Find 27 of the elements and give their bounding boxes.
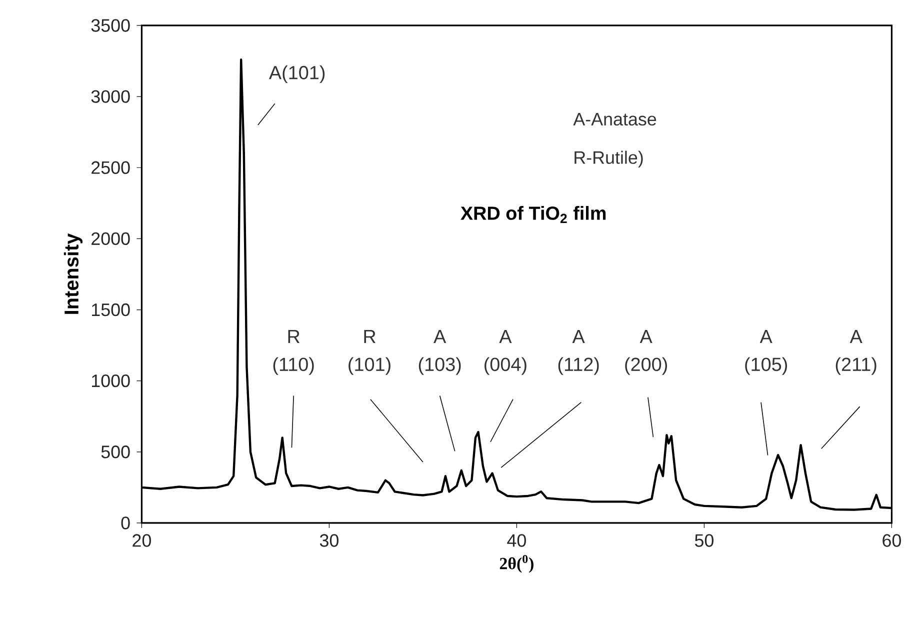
y-tick-label: 0 <box>121 516 130 530</box>
y-tick-label: 500 <box>101 446 130 458</box>
y-tick-label: 3000 <box>91 90 130 103</box>
text: XRD of TiO$_{2}$ film <box>460 206 606 224</box>
y-tick-label: 1500 <box>92 303 130 316</box>
x-tick-label: 40 <box>507 534 526 547</box>
annotation: A (103) <box>418 330 461 375</box>
y-tick-label: 2000 <box>92 232 130 246</box>
annotation: A (200) <box>625 330 667 375</box>
annotation: A (105) <box>745 330 787 375</box>
y-tick-label: 1000 <box>92 374 130 388</box>
annotation: R (101) <box>348 330 390 375</box>
x-tick-label: 60 <box>882 534 901 547</box>
x-tick-label: 50 <box>694 534 714 547</box>
annotation: A(101) <box>268 65 325 84</box>
x-tick-label: 20 <box>132 534 151 547</box>
annotation: R-Rutile) <box>574 150 643 168</box>
y-tick-label: 3500 <box>91 19 130 32</box>
annotation: A (211) <box>836 330 876 375</box>
y-tick-label: 2500 <box>92 161 130 174</box>
x-tick-label: 30 <box>320 534 338 547</box>
x-axis-title: 2θ($^{0}$) <box>500 555 534 573</box>
annotation: A (004) <box>484 330 526 375</box>
annotation: A (112) <box>558 330 599 375</box>
annotation: R (110) <box>273 330 314 375</box>
annotation: A-Anatase <box>573 113 656 126</box>
y-axis-title: Intensity <box>64 233 82 314</box>
